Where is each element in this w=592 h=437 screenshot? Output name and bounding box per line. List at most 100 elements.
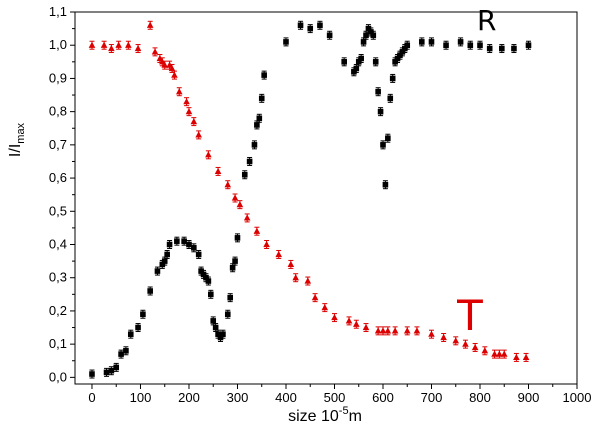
square-marker bbox=[191, 245, 197, 251]
data-point bbox=[125, 40, 132, 50]
data-point bbox=[191, 243, 197, 253]
square-marker bbox=[372, 59, 379, 65]
data-point bbox=[404, 40, 411, 50]
data-point bbox=[232, 256, 238, 266]
triangle-marker bbox=[413, 327, 421, 334]
triangle-marker bbox=[171, 71, 178, 78]
square-marker bbox=[198, 268, 204, 274]
x-tick-label: 300 bbox=[227, 390, 249, 405]
data-point bbox=[304, 276, 312, 286]
x-tick-label: 700 bbox=[421, 390, 443, 405]
triangle-marker bbox=[108, 44, 115, 52]
y-tick-label: 0,6 bbox=[49, 170, 67, 185]
square-marker bbox=[467, 42, 474, 49]
data-point bbox=[146, 20, 154, 30]
triangle-marker bbox=[345, 317, 353, 324]
data-point bbox=[321, 303, 329, 313]
data-point bbox=[297, 20, 304, 30]
triangle-marker bbox=[522, 353, 530, 361]
square-marker bbox=[217, 334, 224, 341]
data-point bbox=[174, 236, 180, 246]
data-point bbox=[135, 323, 141, 333]
square-marker bbox=[212, 324, 219, 331]
data-point bbox=[477, 40, 483, 50]
triangle-marker bbox=[374, 327, 382, 334]
triangle-marker bbox=[321, 304, 329, 311]
data-point bbox=[326, 30, 333, 40]
square-marker bbox=[154, 268, 161, 274]
data-point bbox=[100, 40, 108, 50]
x-tick-label: 0 bbox=[88, 390, 95, 405]
data-point bbox=[183, 97, 190, 107]
triangle-marker bbox=[168, 64, 176, 72]
x-axis-title: size 10-5m bbox=[288, 405, 362, 425]
triangle-marker bbox=[88, 41, 96, 48]
data-point bbox=[384, 326, 392, 336]
data-point bbox=[403, 326, 411, 336]
square-marker bbox=[404, 42, 411, 49]
square-marker bbox=[351, 68, 357, 75]
square-marker bbox=[387, 95, 394, 102]
square-marker bbox=[418, 39, 425, 45]
x-tick-label: 400 bbox=[275, 390, 297, 405]
triangle-marker bbox=[185, 108, 193, 115]
square-marker bbox=[210, 318, 217, 324]
y-tick-label: 0,0 bbox=[49, 369, 67, 384]
data-point bbox=[375, 87, 381, 97]
data-point bbox=[387, 93, 394, 103]
data-point bbox=[500, 349, 508, 359]
triangle-marker bbox=[195, 131, 202, 138]
x-tick-label: 1000 bbox=[563, 390, 592, 405]
square-marker bbox=[261, 72, 267, 78]
data-point bbox=[511, 44, 517, 54]
square-marker bbox=[159, 261, 166, 268]
square-marker bbox=[477, 42, 483, 49]
square-marker bbox=[123, 347, 129, 354]
data-point bbox=[181, 236, 187, 246]
y-axis-title-main: I/I bbox=[7, 144, 24, 157]
triangle-marker bbox=[134, 44, 142, 52]
triangle-marker bbox=[287, 260, 295, 268]
square-marker bbox=[224, 311, 231, 318]
data-point bbox=[214, 166, 222, 176]
square-marker bbox=[380, 142, 386, 148]
data-point bbox=[140, 309, 146, 319]
square-marker bbox=[385, 135, 391, 142]
x-tick-label: 800 bbox=[469, 390, 491, 405]
data-point bbox=[362, 323, 370, 333]
y-tick-label: 0,7 bbox=[49, 137, 67, 152]
data-point bbox=[161, 60, 169, 70]
data-point bbox=[379, 326, 387, 336]
data-point bbox=[113, 362, 120, 372]
data-point bbox=[491, 349, 498, 359]
square-marker bbox=[232, 258, 238, 264]
data-point bbox=[261, 70, 267, 80]
square-marker bbox=[113, 364, 120, 371]
y-tick-label: 0,8 bbox=[49, 104, 67, 119]
triangle-marker bbox=[462, 340, 469, 347]
series-points bbox=[88, 20, 532, 379]
square-marker bbox=[368, 29, 374, 35]
data-point bbox=[499, 44, 505, 54]
data-point bbox=[374, 326, 382, 336]
triangle-marker bbox=[100, 41, 108, 48]
data-point bbox=[123, 346, 129, 356]
y-tick-label: 1,0 bbox=[49, 37, 67, 52]
data-point bbox=[283, 37, 289, 47]
data-point bbox=[377, 107, 384, 117]
triangle-marker bbox=[214, 167, 222, 175]
triangle-marker bbox=[500, 350, 508, 357]
square-marker bbox=[392, 59, 398, 65]
data-point bbox=[195, 249, 202, 259]
triangle-marker bbox=[275, 250, 283, 258]
square-marker bbox=[251, 142, 258, 148]
triangle-marker bbox=[243, 214, 251, 221]
plot-frame bbox=[74, 11, 578, 385]
data-point bbox=[385, 133, 391, 143]
data-point bbox=[205, 276, 212, 286]
square-marker bbox=[241, 171, 248, 178]
triangle-marker bbox=[231, 194, 239, 201]
square-marker bbox=[200, 271, 207, 278]
y-tick-label: 0,5 bbox=[49, 203, 67, 218]
triangle-marker bbox=[224, 181, 232, 188]
